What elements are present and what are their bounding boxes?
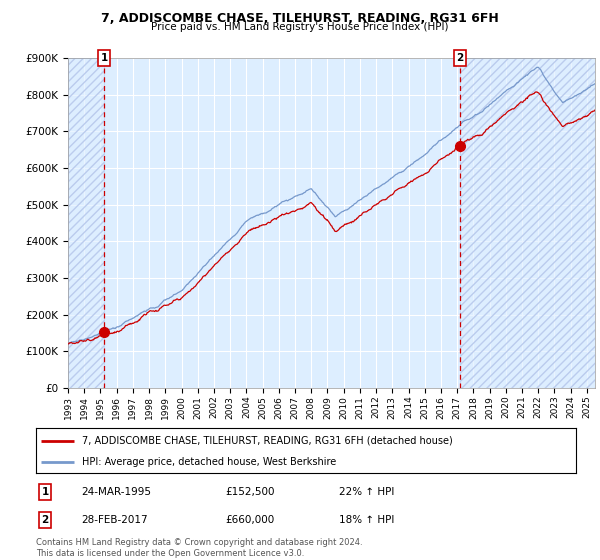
Bar (68, 58, 104, 388)
Text: 1: 1 (101, 53, 108, 63)
Text: 2: 2 (456, 53, 463, 63)
Text: Contains HM Land Registry data © Crown copyright and database right 2024.
This d: Contains HM Land Registry data © Crown c… (36, 538, 362, 558)
Text: 1: 1 (41, 487, 49, 497)
Bar (68, 58, 104, 388)
Text: Price paid vs. HM Land Registry's House Price Index (HPI): Price paid vs. HM Land Registry's House … (151, 22, 449, 32)
Text: 24-MAR-1995: 24-MAR-1995 (81, 487, 151, 497)
Bar (460, 58, 595, 388)
Text: £152,500: £152,500 (225, 487, 275, 497)
Text: HPI: Average price, detached house, West Berkshire: HPI: Average price, detached house, West… (82, 457, 336, 467)
Text: 7, ADDISCOMBE CHASE, TILEHURST, READING, RG31 6FH (detached house): 7, ADDISCOMBE CHASE, TILEHURST, READING,… (82, 436, 452, 446)
Text: 18% ↑ HPI: 18% ↑ HPI (339, 515, 394, 525)
Text: 7, ADDISCOMBE CHASE, TILEHURST, READING, RG31 6FH: 7, ADDISCOMBE CHASE, TILEHURST, READING,… (101, 12, 499, 25)
Text: 22% ↑ HPI: 22% ↑ HPI (339, 487, 394, 497)
Text: 28-FEB-2017: 28-FEB-2017 (81, 515, 148, 525)
Bar (460, 58, 595, 388)
Text: 2: 2 (41, 515, 49, 525)
Text: £660,000: £660,000 (225, 515, 274, 525)
